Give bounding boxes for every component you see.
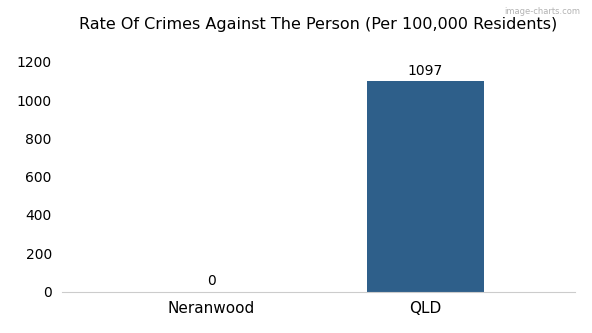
- Text: image-charts.com: image-charts.com: [504, 7, 580, 16]
- Text: 1097: 1097: [408, 64, 443, 78]
- Text: 0: 0: [207, 274, 215, 288]
- Bar: [366, 82, 484, 292]
- Title: Rate Of Crimes Against The Person (Per 100,000 Residents): Rate Of Crimes Against The Person (Per 1…: [79, 17, 558, 32]
